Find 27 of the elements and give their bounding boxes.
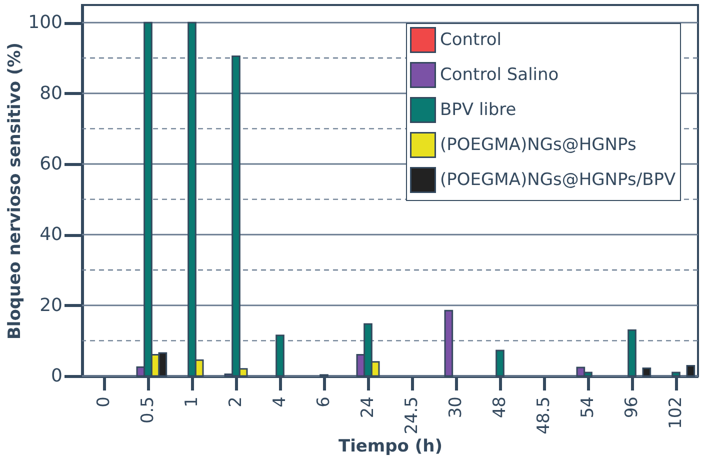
x-tick-label: 2	[226, 396, 246, 408]
x-tick-label: 24.5	[402, 396, 422, 434]
x-axis-title: Tiempo (h)	[338, 436, 443, 456]
y-tick-label: 0	[51, 366, 62, 386]
x-tick-label: 6	[314, 396, 334, 408]
y-tick-label: 100	[28, 12, 62, 34]
legend-label: Control Salino	[440, 65, 559, 85]
y-tick-label: 20	[40, 294, 62, 316]
legend-label: (POEGMA)NGs@HGNPs/BPV	[440, 170, 676, 190]
x-tick-label: 0	[94, 396, 114, 408]
x-tick-label: 30	[446, 396, 466, 418]
x-tick-label: 102	[666, 396, 686, 429]
x-tick-label: 24	[358, 396, 378, 418]
x-tick-label: 48	[490, 396, 510, 418]
x-tick-label: 4	[270, 396, 290, 408]
y-tick-label: 40	[40, 224, 62, 246]
y-axis-title: Bloqueo nervioso sensitivo (%)	[5, 42, 26, 340]
x-tick-label: 96	[622, 396, 642, 418]
legend-label: BPV libre	[440, 100, 516, 120]
x-tick-label: 54	[578, 396, 598, 418]
y-tick-label: 60	[40, 154, 62, 174]
legend-label: (POEGMA)NGs@HGNPs	[440, 135, 636, 155]
x-tick-label: 1	[182, 396, 202, 408]
legend-label: Control	[440, 30, 502, 50]
y-tick-label: 80	[40, 82, 62, 104]
x-tick-label: 48.5	[534, 396, 554, 434]
x-tick-label: 0.5	[138, 396, 158, 424]
